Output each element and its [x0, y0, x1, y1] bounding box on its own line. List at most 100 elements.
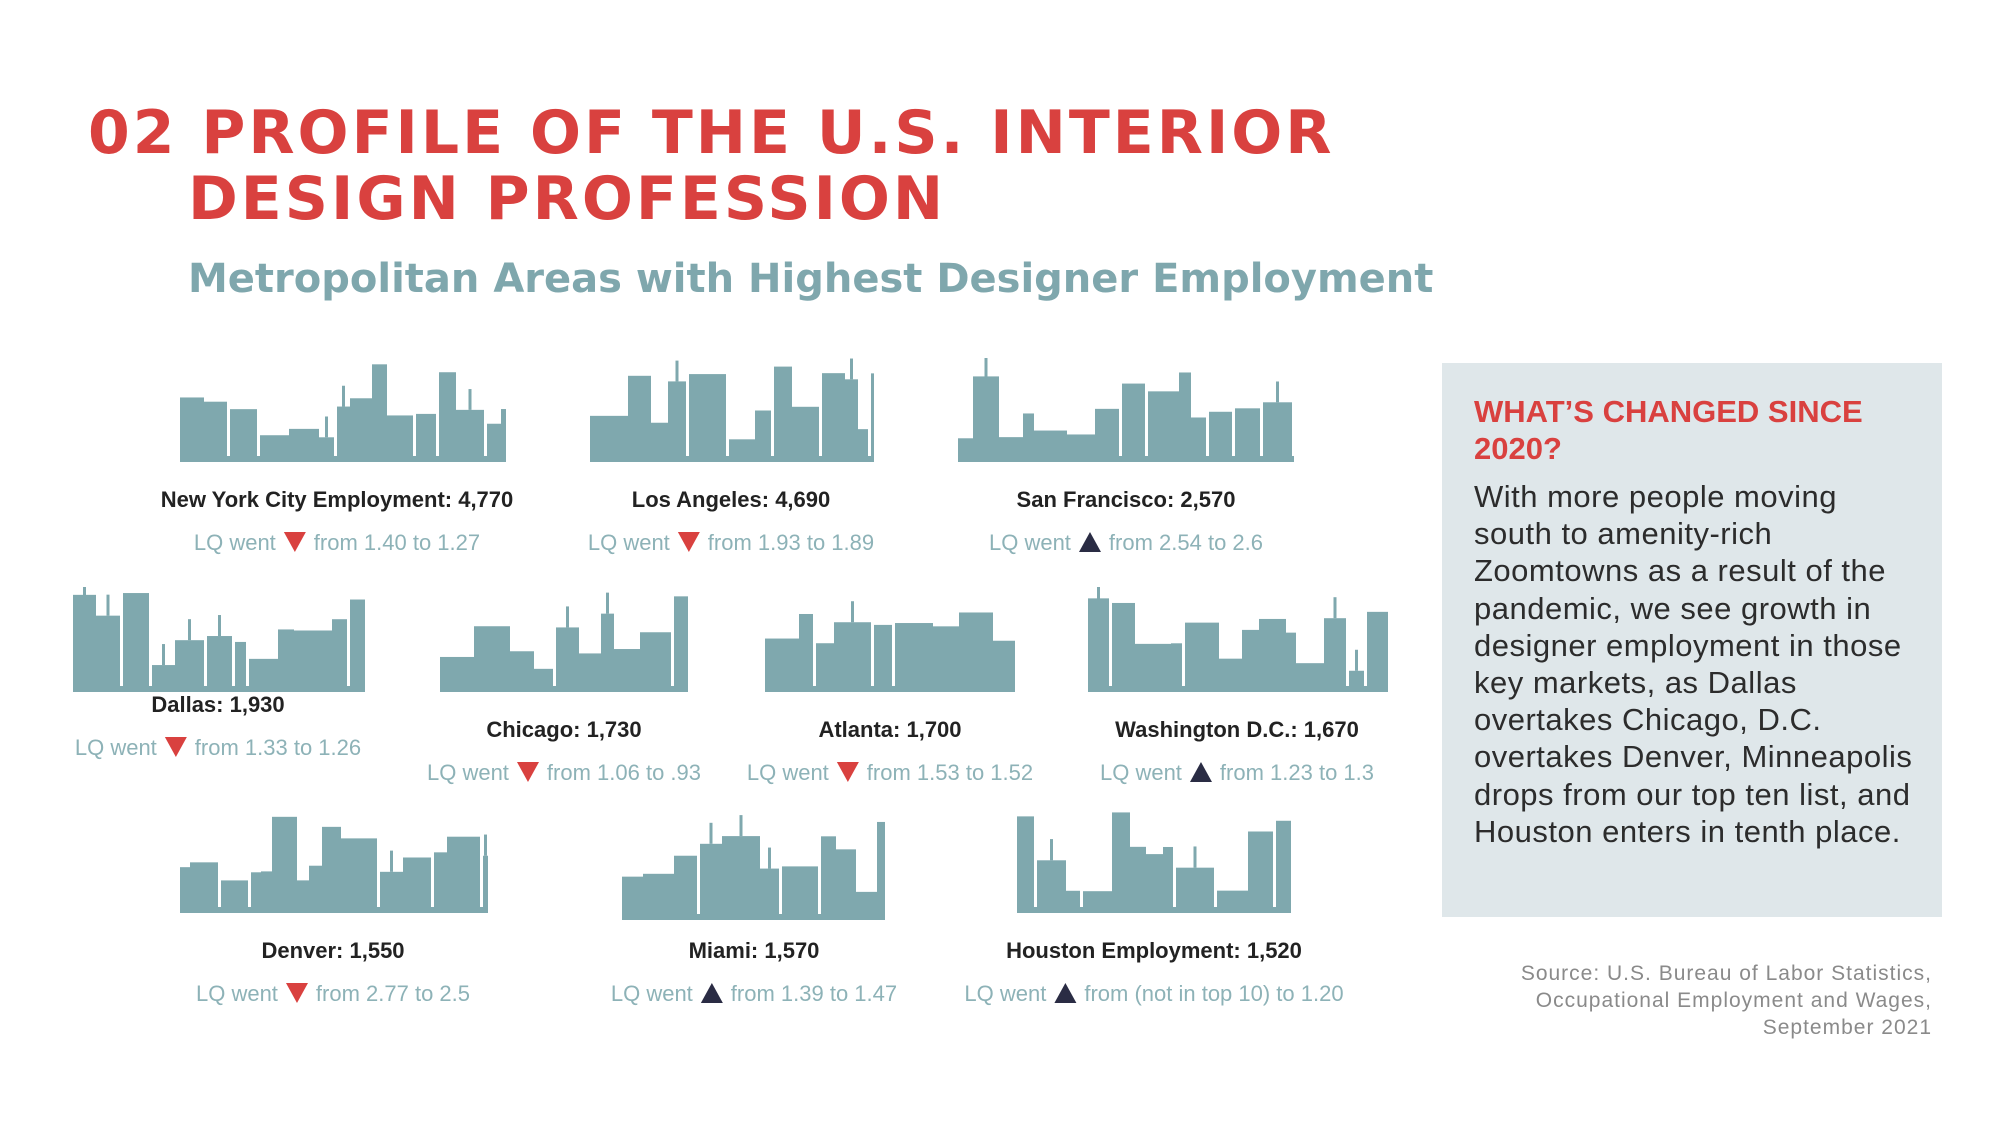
lq-prefix: LQ went [193, 530, 276, 555]
skyline-building [640, 632, 671, 692]
skyline-building [792, 406, 819, 462]
skyline-building [1367, 611, 1388, 692]
lq-prefix: LQ went [746, 760, 829, 785]
skyline-base [180, 456, 506, 462]
skyline-building [668, 381, 686, 462]
skyline-building [372, 364, 387, 462]
page-subtitle: Metropolitan Areas with Highest Designer… [188, 256, 1434, 302]
skyline-building [332, 619, 347, 692]
skyline-building [309, 865, 322, 913]
skyline-building [1163, 846, 1173, 913]
skyline-building [622, 876, 643, 920]
skyline-base [622, 914, 885, 920]
skyline-building [350, 599, 365, 692]
lq-values: from 2.54 to 2.6 [1108, 530, 1264, 555]
skyline-building [1017, 816, 1034, 913]
triangle-up-icon [1078, 532, 1101, 552]
skyline-building [319, 437, 334, 462]
city-lq-change: LQ went from 1.23 to 1.3 [1100, 760, 1374, 786]
lq-values: from 1.33 to 1.26 [194, 735, 362, 760]
skyline-building [651, 422, 668, 462]
city-lq-change: LQ went from 1.39 to 1.47 [611, 981, 897, 1007]
lq-prefix: LQ went [587, 530, 670, 555]
lq-prefix: LQ went [1099, 760, 1182, 785]
skyline-spire [1355, 649, 1358, 671]
triangle-down-icon [285, 983, 308, 1003]
skyline-building [337, 406, 350, 462]
skyline-building [1276, 820, 1291, 913]
skyline-spire [606, 592, 609, 614]
triangle-down-icon [164, 737, 187, 757]
city-employment-label: Los Angeles: 4,690 [631, 487, 831, 512]
skyline-icon [958, 358, 1294, 462]
skyline-building [434, 852, 447, 913]
city-lq-change: LQ went from 1.33 to 1.26 [75, 735, 361, 761]
skyline-building [722, 836, 760, 920]
city-lq-change: LQ went from 1.40 to 1.27 [194, 530, 480, 556]
source-note: Source: U.S. Bureau of Labor Statistics,… [1432, 960, 1932, 1041]
skyline-building [96, 615, 120, 692]
skyline-building [834, 622, 871, 692]
skyline-building [416, 413, 436, 462]
skyline-icon [440, 592, 688, 692]
city-employment-label: Washington D.C.: 1,670 [1115, 717, 1359, 742]
skyline-spire [468, 389, 472, 410]
skyline-building [874, 624, 892, 692]
skyline-building [556, 627, 579, 692]
city-lq-change: LQ went from 1.06 to .93 [427, 760, 701, 786]
skyline-building [180, 397, 204, 462]
skyline-spire [1097, 587, 1100, 608]
city-employment-label: Miami: 1,570 [688, 938, 820, 963]
skyline-building [1179, 372, 1191, 462]
skyline-building [474, 626, 510, 692]
skyline-building [190, 862, 218, 913]
skyline-building [204, 401, 227, 462]
skyline-building [1135, 643, 1171, 692]
skyline-building [403, 857, 431, 913]
skyline-building [1130, 846, 1146, 913]
skyline-spire [218, 615, 221, 637]
skyline-spire [851, 601, 854, 623]
skyline-icon [73, 587, 365, 692]
skyline-spire [850, 358, 853, 380]
skyline-building [1248, 831, 1273, 913]
skyline-building [959, 612, 993, 692]
skyline-building [765, 638, 799, 692]
lq-prefix: LQ went [964, 981, 1047, 1006]
lq-prefix: LQ went [610, 981, 693, 1006]
skyline-building [628, 375, 651, 462]
skyline-building [895, 623, 933, 692]
source-line-3: September 2021 [1762, 1016, 1932, 1039]
skyline-building [845, 379, 858, 462]
lq-prefix: LQ went [426, 760, 509, 785]
city-employment-label: Chicago: 1,730 [486, 717, 642, 742]
skyline-building [755, 410, 771, 462]
skyline-building [180, 867, 190, 913]
skyline-building [774, 366, 792, 462]
skyline-spire [484, 834, 487, 856]
skyline-building [73, 594, 96, 692]
skyline-building [993, 640, 1015, 692]
skyline-building [380, 871, 403, 913]
skyline-building [1242, 629, 1259, 692]
panel-body: With more people moving south to amenity… [1474, 479, 1913, 849]
city-lq-change: LQ went from 1.53 to 1.52 [747, 760, 1033, 786]
skyline-building [856, 891, 877, 920]
city-employment-label: San Francisco: 2,570 [1016, 487, 1236, 512]
skyline-base [958, 456, 1294, 462]
lq-values: from 2.77 to 2.5 [315, 981, 471, 1006]
skyline-base [73, 686, 365, 692]
whats-changed-panel: WHAT’S CHANGED SINCE 2020? With more peo… [1442, 363, 1942, 917]
skyline-building [1219, 658, 1242, 692]
skyline-building [447, 836, 480, 913]
city-employment-label: Denver: 1,550 [261, 938, 405, 963]
skyline-building [822, 373, 845, 462]
skyline-spire [984, 358, 988, 379]
skyline-building [1112, 812, 1130, 913]
skyline-spire [739, 815, 743, 837]
page-title-line2: DESIGN PROFESSION [188, 164, 947, 234]
lq-values: from 1.23 to 1.3 [1219, 760, 1375, 785]
skyline-building [1286, 632, 1296, 692]
skyline-building [689, 374, 726, 462]
skyline-building [933, 626, 959, 692]
